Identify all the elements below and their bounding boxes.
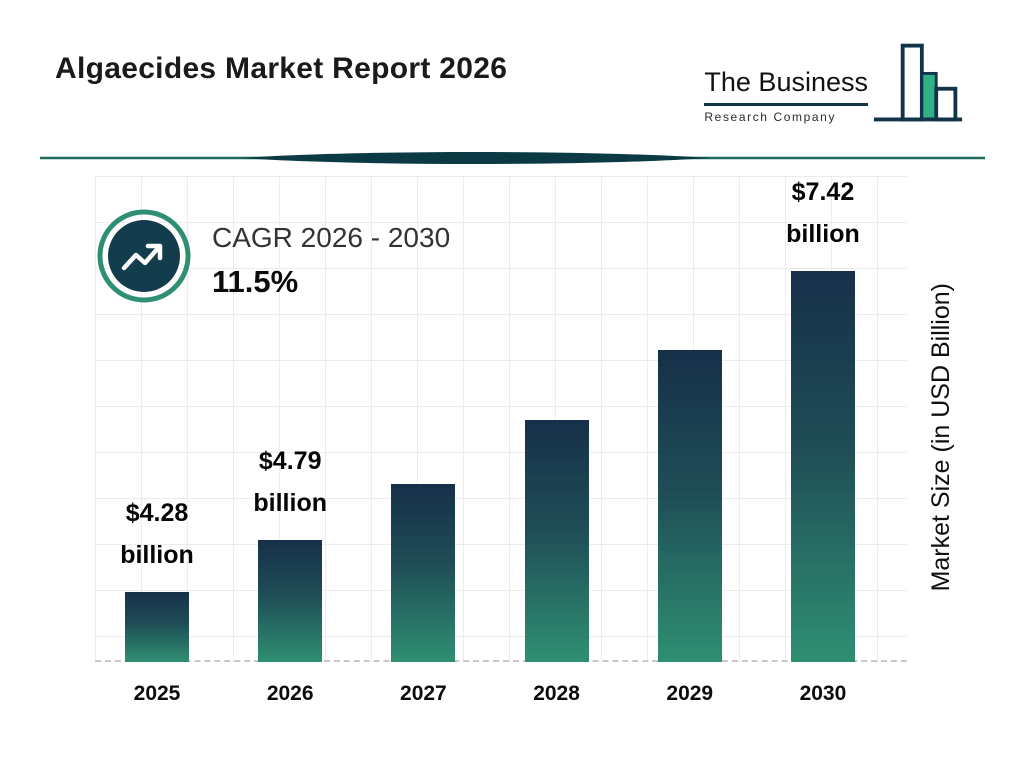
bar-column-2026: $4.79 billion 2026: [253, 440, 327, 708]
bar-value-amount: $7.42: [791, 178, 855, 206]
bar-value-label-2025: $4.28 billion: [120, 492, 194, 576]
bar-value-unit: billion: [786, 220, 860, 248]
x-tick-2029: 2029: [666, 682, 714, 705]
section-divider: [0, 150, 1024, 168]
bar-column-2025: $4.28 billion 2025: [120, 492, 194, 708]
company-logo-subtitle: Research Company: [704, 110, 837, 124]
x-tick-2025: 2025: [133, 682, 181, 705]
bar-2028: [524, 420, 589, 662]
chart-plot-area: [95, 176, 907, 662]
x-tick-2027: 2027: [400, 682, 447, 705]
bar-chart: $4.28 billion 2025 $4.79 billion 2026 2027 2028…: [120, 176, 860, 708]
bar-value-amount: $4.79: [258, 447, 322, 475]
x-tick-2026: 2026: [266, 682, 314, 705]
bar-2025: [125, 592, 189, 662]
bar-value-unit: billion: [120, 541, 194, 569]
cagr-value: 11.5%: [212, 264, 299, 299]
page-title: Algaecides Market Report 2026: [55, 52, 508, 85]
bar-2029: [657, 350, 722, 662]
company-logo-text: The Business Research Company: [704, 67, 868, 124]
bar-value-label-2026: $4.79 billion: [253, 440, 327, 524]
bar-value-unit: billion: [253, 489, 327, 517]
y-axis-label: Market Size (in USD Billion): [927, 283, 955, 592]
bar-2030: [790, 271, 855, 662]
bar-chart-logo-icon: [872, 42, 964, 124]
bar-value-amount: $4.28: [125, 499, 189, 527]
bar-column-2028: 2028: [524, 420, 589, 708]
bar-column-2029: 2029: [657, 350, 722, 708]
bar-value-label-2030: $7.42 billion: [786, 171, 860, 255]
x-tick-2028: 2028: [533, 682, 580, 705]
x-tick-2030: 2030: [799, 682, 847, 705]
company-logo-name: The Business: [704, 67, 868, 106]
bar-column-2027: 2027: [391, 484, 456, 708]
bar-column-2030: $7.42 billion 2030: [786, 171, 860, 708]
growth-trend-icon: [96, 208, 192, 304]
bar-2026: [258, 540, 323, 662]
cagr-period-label: CAGR 2026 - 2030: [212, 222, 451, 253]
bar-2027: [391, 484, 456, 662]
company-logo: The Business Research Company: [704, 42, 964, 124]
